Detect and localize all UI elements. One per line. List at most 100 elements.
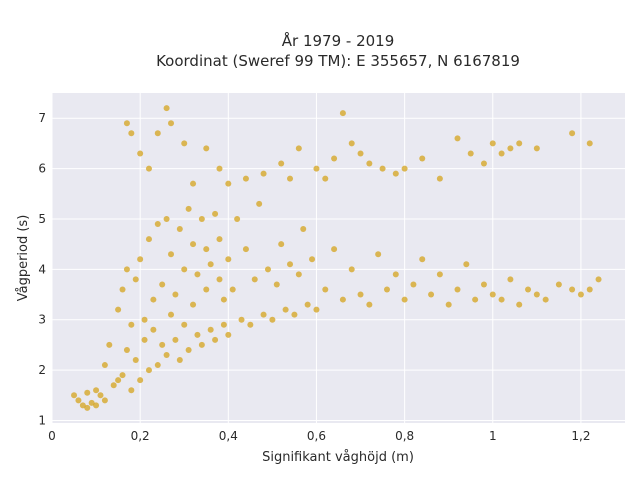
data-point <box>168 251 175 258</box>
data-point <box>242 246 249 253</box>
data-point <box>445 301 452 308</box>
data-point <box>247 321 254 328</box>
data-point <box>145 165 152 172</box>
data-point <box>220 321 227 328</box>
data-point <box>428 291 435 298</box>
data-point <box>480 281 487 288</box>
data-point <box>172 291 179 298</box>
data-point <box>533 291 540 298</box>
data-point <box>348 266 355 273</box>
data-point <box>101 397 108 404</box>
data-point <box>454 286 461 293</box>
data-point <box>128 387 135 394</box>
data-point <box>282 306 289 313</box>
data-point <box>392 271 399 278</box>
data-point <box>392 170 399 177</box>
y-tick-label: 2 <box>38 363 46 377</box>
data-point <box>595 276 602 283</box>
x-tick-label: 1,2 <box>571 429 590 443</box>
data-point <box>71 392 78 399</box>
data-point <box>176 226 183 233</box>
data-point <box>419 155 426 162</box>
data-point <box>331 246 338 253</box>
data-point <box>516 140 523 147</box>
x-tick-label: 0,2 <box>131 429 150 443</box>
x-tick-label: 0,6 <box>307 429 326 443</box>
data-point <box>569 130 576 137</box>
data-point <box>569 286 576 293</box>
tick-labels: 0 0,2 0,4 0,6 0,8 1 1,2 1 2 3 4 5 6 7 <box>38 111 590 443</box>
y-tick-label: 6 <box>38 162 46 176</box>
data-point <box>379 165 386 172</box>
data-point <box>472 296 479 303</box>
data-point <box>366 160 373 167</box>
data-point <box>260 311 267 318</box>
data-point <box>172 336 179 343</box>
data-point <box>84 404 91 411</box>
data-point <box>145 236 152 243</box>
chart-subtitle: Koordinat (Sweref 99 TM): E 355657, N 61… <box>156 52 520 70</box>
data-point <box>287 175 294 182</box>
data-point <box>264 266 271 273</box>
data-point <box>278 241 285 248</box>
data-point <box>154 130 161 137</box>
data-point <box>401 165 408 172</box>
data-point <box>467 150 474 157</box>
data-point <box>216 276 223 283</box>
data-point <box>128 130 135 137</box>
data-point <box>577 291 584 298</box>
data-point <box>216 236 223 243</box>
data-point <box>132 276 139 283</box>
data-point <box>154 362 161 369</box>
data-point <box>260 170 267 177</box>
data-point <box>436 175 443 182</box>
data-point <box>295 271 302 278</box>
data-point <box>498 150 505 157</box>
data-point <box>542 296 549 303</box>
data-point <box>339 296 346 303</box>
data-point <box>106 341 113 348</box>
data-point <box>150 296 157 303</box>
data-point <box>141 336 148 343</box>
data-point <box>185 346 192 353</box>
data-point <box>238 316 245 323</box>
data-point <box>176 357 183 364</box>
data-point <box>137 377 144 384</box>
x-axis-label: Signifikant våghöjd (m) <box>262 450 414 465</box>
data-point <box>331 155 338 162</box>
data-point <box>194 271 201 278</box>
data-point <box>555 281 562 288</box>
data-point <box>110 382 117 389</box>
data-point <box>119 372 126 379</box>
data-point <box>516 301 523 308</box>
data-point <box>84 389 91 396</box>
data-point <box>525 286 532 293</box>
data-point <box>291 311 298 318</box>
y-tick-label: 7 <box>38 111 46 125</box>
y-tick-label: 4 <box>38 262 46 276</box>
data-point <box>194 331 201 338</box>
data-point <box>212 210 219 217</box>
data-points <box>71 105 602 411</box>
data-point <box>256 200 263 207</box>
data-point <box>190 241 197 248</box>
data-point <box>141 316 148 323</box>
data-point <box>212 336 219 343</box>
data-point <box>322 175 329 182</box>
data-point <box>322 286 329 293</box>
data-point <box>168 120 175 127</box>
data-point <box>128 321 135 328</box>
data-point <box>533 145 540 152</box>
data-point <box>207 261 214 268</box>
data-point <box>203 246 210 253</box>
data-point <box>88 399 95 406</box>
data-point <box>339 110 346 117</box>
chart-title: År 1979 - 2019 <box>282 31 395 50</box>
data-point <box>97 392 104 399</box>
data-point <box>225 180 232 187</box>
data-point <box>242 175 249 182</box>
data-point <box>150 326 157 333</box>
data-point <box>507 276 514 283</box>
data-point <box>251 276 258 283</box>
